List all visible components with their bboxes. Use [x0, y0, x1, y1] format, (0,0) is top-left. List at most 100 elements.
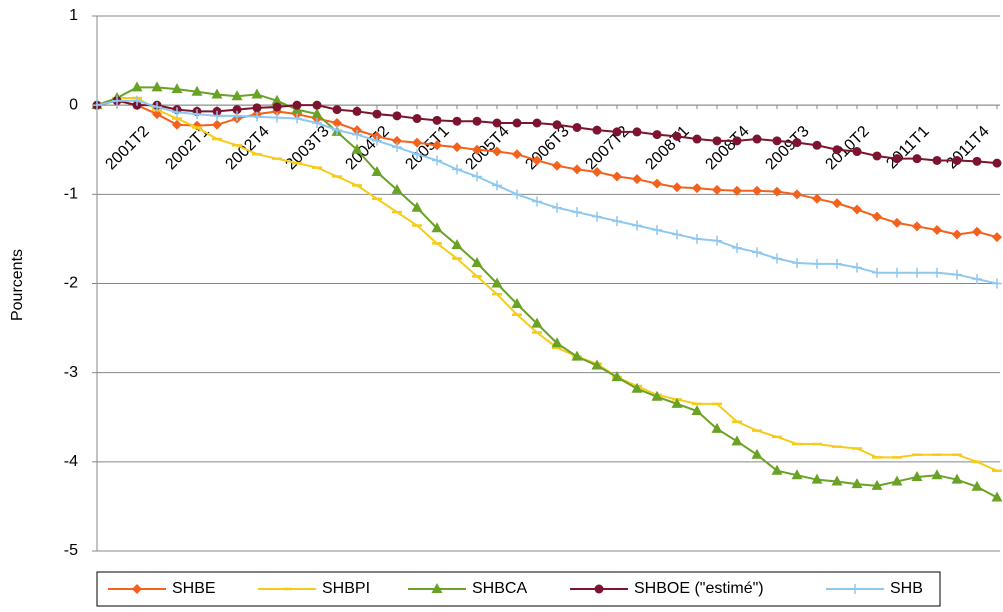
marker: [991, 491, 1003, 502]
marker: [952, 229, 962, 240]
marker: [792, 189, 802, 200]
x-tick-label: 2002T4: [222, 123, 272, 173]
marker: [491, 277, 503, 288]
x-tick-label: 2008T4: [702, 123, 752, 173]
marker: [932, 155, 942, 165]
marker: [992, 278, 1002, 289]
marker: [752, 134, 762, 144]
x-tick-label: 2006T3: [522, 123, 572, 173]
marker: [572, 164, 582, 175]
marker: [432, 155, 442, 166]
marker: [251, 88, 263, 99]
marker: [872, 267, 882, 278]
marker: [572, 207, 582, 218]
marker: [772, 253, 782, 264]
marker: [312, 100, 322, 110]
marker: [711, 422, 723, 433]
marker: [292, 100, 302, 110]
legend-box: [96, 571, 941, 607]
marker: [972, 274, 982, 285]
marker: [632, 174, 642, 185]
marker: [372, 109, 382, 119]
marker: [212, 119, 222, 130]
marker: [492, 180, 502, 191]
marker: [692, 134, 702, 144]
marker: [992, 232, 1002, 243]
marker: [112, 95, 122, 106]
marker: [772, 186, 782, 197]
marker: [512, 149, 522, 160]
y-tick-label: -5: [64, 542, 78, 559]
marker: [211, 88, 223, 99]
marker: [892, 154, 902, 164]
series: [92, 95, 1002, 243]
x-tick-label: 2011T1: [883, 123, 933, 173]
marker: [512, 118, 522, 128]
marker: [232, 105, 242, 115]
marker: [912, 154, 922, 164]
marker: [972, 226, 982, 237]
marker: [131, 81, 143, 92]
marker: [592, 167, 602, 178]
marker: [812, 140, 822, 150]
marker: [672, 182, 682, 193]
marker: [892, 267, 902, 278]
marker: [672, 131, 682, 141]
marker: [832, 198, 842, 209]
marker: [732, 185, 742, 196]
marker: [772, 136, 782, 146]
legend-label: SHBOE ("estimé"): [634, 580, 764, 597]
marker: [971, 480, 983, 491]
marker: [392, 111, 402, 121]
marker: [432, 115, 442, 125]
marker: [871, 479, 883, 490]
marker: [651, 390, 663, 401]
marker: [551, 337, 563, 348]
marker: [752, 185, 762, 196]
marker: [611, 371, 623, 382]
marker: [792, 257, 802, 268]
x-tick-label: 2002T1: [162, 123, 212, 173]
marker: [832, 258, 842, 269]
marker: [332, 118, 342, 128]
marker: [152, 101, 162, 112]
marker: [592, 125, 602, 135]
marker: [872, 211, 882, 222]
marker: [852, 204, 862, 215]
marker: [792, 138, 802, 148]
marker: [731, 435, 743, 446]
series-line: [96, 99, 998, 165]
marker: [472, 116, 482, 126]
marker: [92, 100, 102, 111]
marker: [712, 136, 722, 146]
marker: [951, 473, 963, 484]
marker: [412, 114, 422, 124]
marker: [552, 202, 562, 213]
marker: [212, 110, 222, 121]
marker: [732, 136, 742, 146]
marker: [631, 382, 643, 393]
marker: [511, 298, 523, 309]
series: [92, 95, 1002, 289]
marker: [312, 118, 322, 128]
marker: [191, 85, 203, 96]
x-tick-label: 2001T2: [102, 123, 152, 173]
marker: [872, 151, 882, 161]
legend-marker: [431, 583, 443, 593]
marker: [232, 110, 242, 121]
y-tick-label: 0: [69, 96, 78, 113]
x-tick-label: 2009T3: [762, 123, 812, 173]
marker: [171, 83, 183, 94]
marker: [512, 189, 522, 200]
marker: [391, 183, 403, 194]
marker: [891, 475, 903, 486]
y-tick-label: 1: [69, 7, 78, 24]
marker: [332, 105, 342, 115]
x-tick-label: 2005T1: [402, 123, 452, 173]
marker: [472, 171, 482, 182]
marker: [571, 350, 583, 361]
marker: [732, 242, 742, 253]
marker: [671, 397, 683, 408]
marker: [612, 127, 622, 137]
marker: [652, 130, 662, 140]
